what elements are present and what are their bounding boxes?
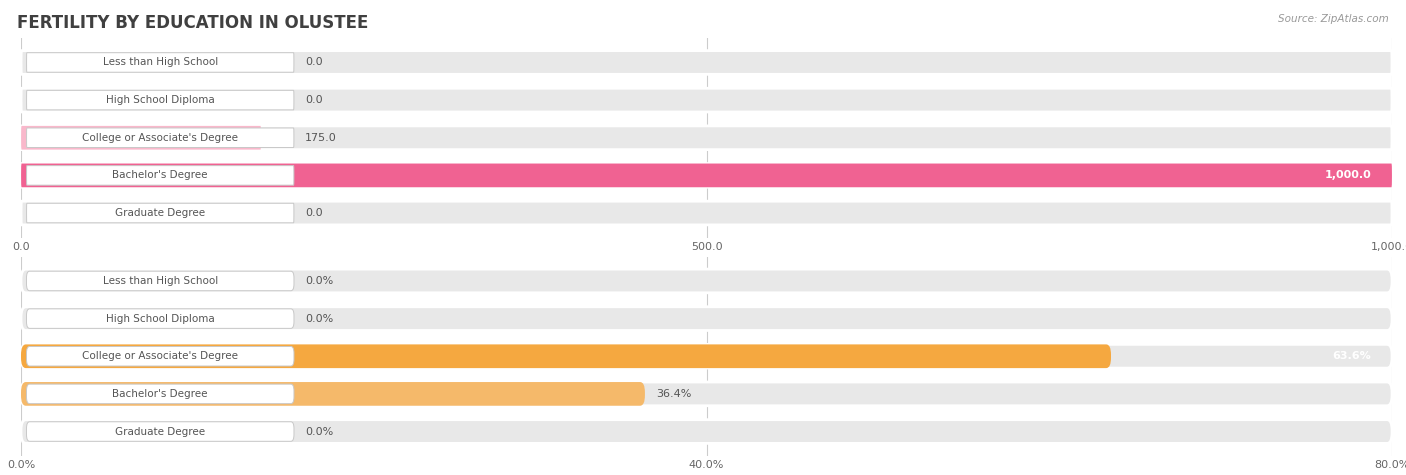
FancyBboxPatch shape <box>21 163 1392 187</box>
FancyBboxPatch shape <box>27 203 294 223</box>
Text: 1,000.0: 1,000.0 <box>1324 171 1371 180</box>
Text: Bachelor's Degree: Bachelor's Degree <box>112 171 208 180</box>
Text: Less than High School: Less than High School <box>103 276 218 286</box>
Text: 0.0%: 0.0% <box>305 276 333 286</box>
FancyBboxPatch shape <box>21 51 1392 74</box>
Text: 0.0: 0.0 <box>305 208 322 218</box>
FancyBboxPatch shape <box>21 126 262 150</box>
Text: High School Diploma: High School Diploma <box>105 314 215 323</box>
FancyBboxPatch shape <box>21 201 1392 225</box>
FancyBboxPatch shape <box>27 53 294 72</box>
Text: Graduate Degree: Graduate Degree <box>115 208 205 218</box>
FancyBboxPatch shape <box>21 269 1392 293</box>
FancyBboxPatch shape <box>27 90 294 110</box>
FancyBboxPatch shape <box>27 309 294 328</box>
Text: 0.0%: 0.0% <box>305 427 333 437</box>
FancyBboxPatch shape <box>27 422 294 441</box>
FancyBboxPatch shape <box>21 307 1392 331</box>
FancyBboxPatch shape <box>21 344 1111 368</box>
FancyBboxPatch shape <box>21 382 645 406</box>
Text: College or Associate's Degree: College or Associate's Degree <box>82 133 238 143</box>
Text: 63.6%: 63.6% <box>1333 351 1371 361</box>
FancyBboxPatch shape <box>21 420 1392 443</box>
Text: Graduate Degree: Graduate Degree <box>115 427 205 437</box>
Text: FERTILITY BY EDUCATION IN OLUSTEE: FERTILITY BY EDUCATION IN OLUSTEE <box>17 14 368 32</box>
Text: 175.0: 175.0 <box>305 133 336 143</box>
FancyBboxPatch shape <box>27 271 294 291</box>
Text: 36.4%: 36.4% <box>655 389 692 399</box>
Text: 0.0: 0.0 <box>305 57 322 67</box>
Text: Less than High School: Less than High School <box>103 57 218 67</box>
Text: College or Associate's Degree: College or Associate's Degree <box>82 351 238 361</box>
Text: 0.0: 0.0 <box>305 95 322 105</box>
FancyBboxPatch shape <box>21 126 1392 150</box>
FancyBboxPatch shape <box>27 166 294 185</box>
Text: Bachelor's Degree: Bachelor's Degree <box>112 389 208 399</box>
FancyBboxPatch shape <box>21 382 1392 406</box>
FancyBboxPatch shape <box>21 163 1392 187</box>
Text: Source: ZipAtlas.com: Source: ZipAtlas.com <box>1278 14 1389 24</box>
FancyBboxPatch shape <box>27 346 294 366</box>
Text: High School Diploma: High School Diploma <box>105 95 215 105</box>
Text: 0.0%: 0.0% <box>305 314 333 323</box>
FancyBboxPatch shape <box>27 384 294 404</box>
FancyBboxPatch shape <box>21 344 1392 368</box>
FancyBboxPatch shape <box>21 88 1392 112</box>
FancyBboxPatch shape <box>27 128 294 148</box>
